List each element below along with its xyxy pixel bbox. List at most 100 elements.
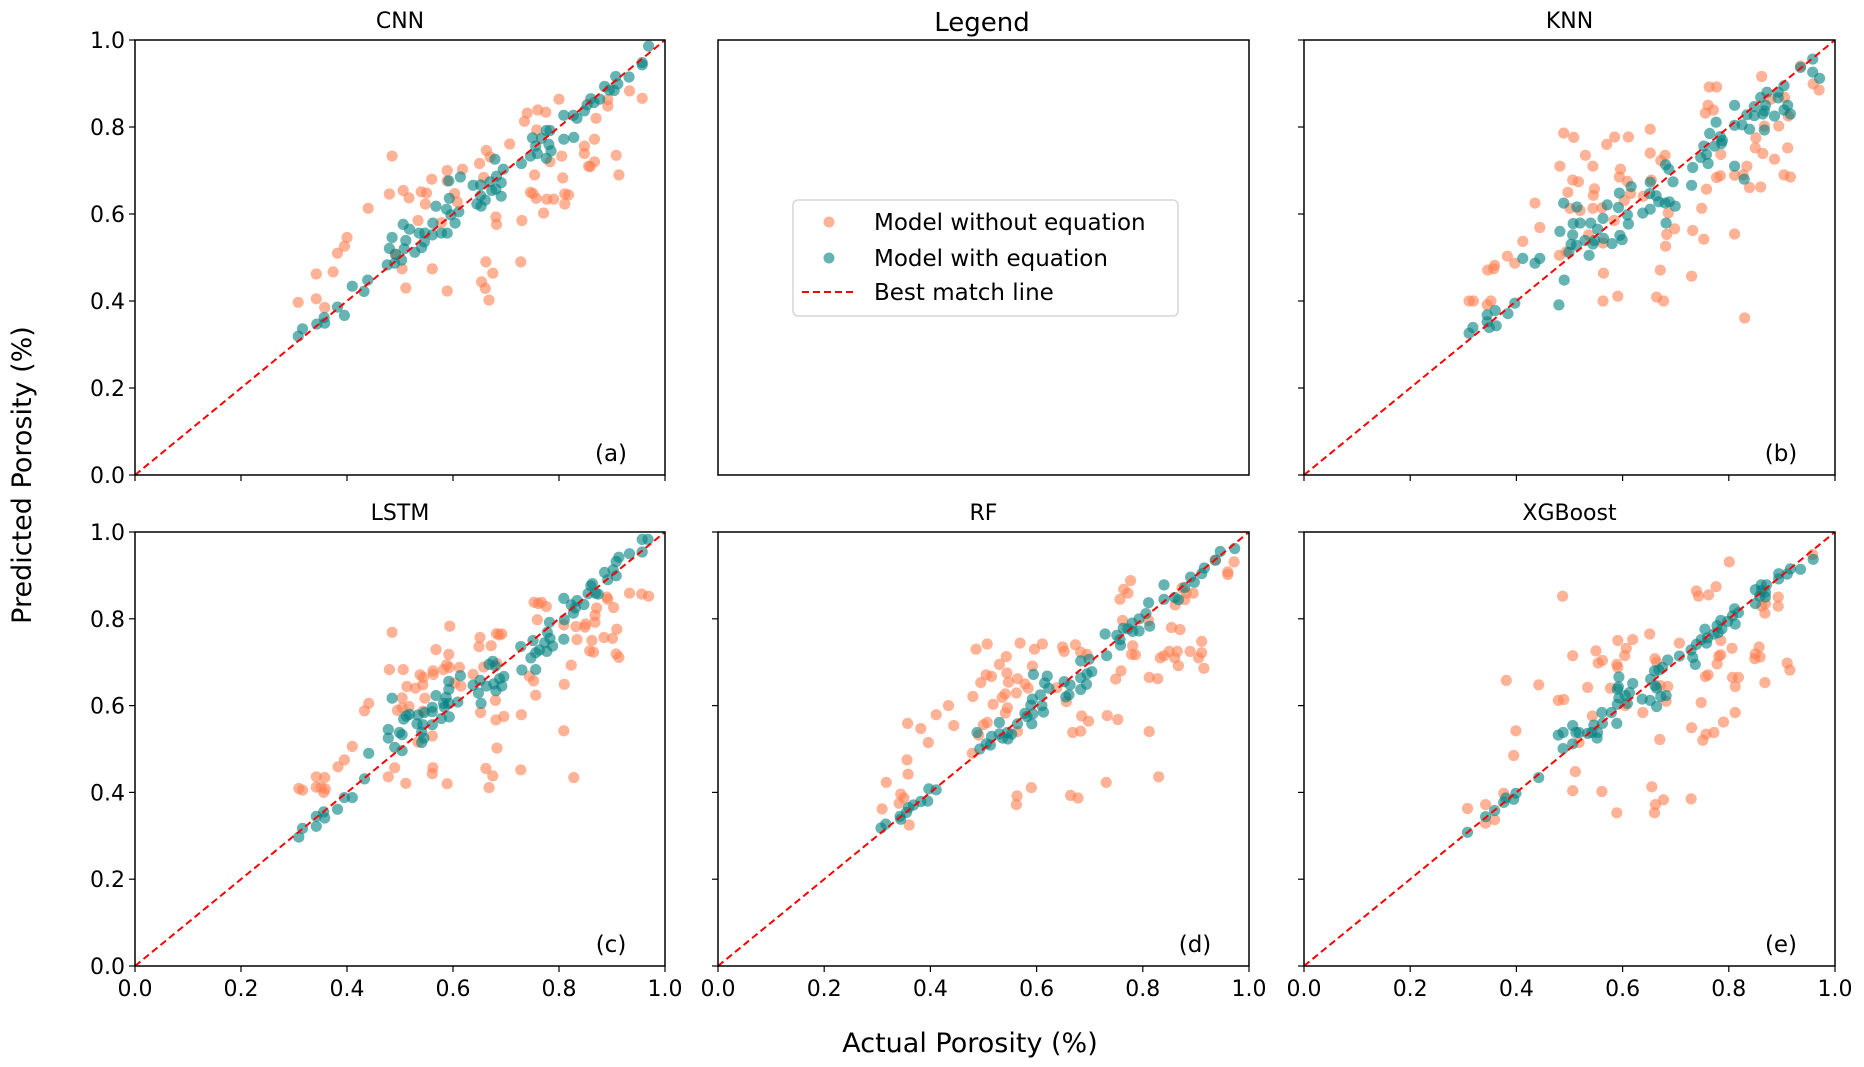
point-with-equation: [1689, 658, 1701, 671]
point-with-equation: [1064, 679, 1076, 691]
point-without-equation: [1558, 127, 1570, 139]
point-with-equation: [642, 533, 654, 546]
point-with-equation: [535, 132, 548, 144]
legend-box-frame: [792, 199, 1179, 317]
point-without-equation: [1586, 710, 1598, 722]
point-with-equation: [558, 133, 570, 145]
point-without-equation: [1644, 147, 1656, 159]
point-with-equation: [495, 190, 507, 202]
x-tick-label: 0.6: [436, 977, 471, 1002]
point-with-equation: [1557, 743, 1569, 755]
point-with-equation: [540, 152, 552, 164]
subplot-knn: KNN (b): [1298, 9, 1836, 481]
legend-entry-without-equation: Model without equation: [823, 210, 1146, 236]
point-with-equation: [1179, 582, 1191, 594]
point-with-equation: [338, 792, 350, 804]
legend-panel-frame: [717, 39, 1250, 476]
point-with-equation: [412, 709, 424, 721]
point-without-equation: [981, 638, 993, 650]
point-without-equation: [1467, 295, 1479, 307]
point-without-equation: [318, 786, 330, 799]
legend-marker-orange-icon: [823, 216, 835, 228]
point-without-equation: [1741, 160, 1753, 172]
point-with-equation: [1759, 591, 1771, 603]
point-without-equation: [1557, 590, 1569, 602]
point-without-equation: [1001, 667, 1013, 679]
y-tick-label: 0.2: [90, 377, 125, 402]
point-without-equation: [292, 296, 304, 308]
point-without-equation: [1028, 643, 1041, 655]
point-without-equation: [426, 768, 438, 780]
point-with-equation: [1099, 628, 1111, 640]
point-with-equation: [1715, 137, 1727, 150]
point-without-equation: [483, 294, 495, 306]
point-without-equation: [1756, 70, 1768, 83]
point-with-equation: [1611, 683, 1623, 695]
subplot-tag: (a): [595, 441, 627, 467]
point-without-equation: [1697, 734, 1709, 746]
x-tick-label: 0.6: [1019, 977, 1054, 1002]
point-without-equation: [589, 616, 601, 628]
point-without-equation: [1579, 149, 1591, 161]
point-with-equation: [454, 670, 466, 682]
point-with-equation: [1597, 232, 1610, 244]
point-without-equation: [1590, 645, 1602, 657]
subplot-title: LSTM: [371, 501, 430, 526]
x-tick-label: 0.8: [1711, 977, 1746, 1002]
legend-box: Model without equation Model with equati…: [792, 199, 1179, 317]
point-with-equation: [1660, 690, 1672, 702]
y-tick-label: 1.0: [90, 521, 125, 546]
point-without-equation: [606, 632, 619, 644]
point-without-equation: [382, 771, 394, 783]
x-tick-label: 0.4: [1499, 977, 1534, 1002]
point-without-equation: [1152, 673, 1164, 685]
point-without-equation: [1732, 671, 1744, 684]
point-with-equation: [1612, 201, 1624, 214]
point-without-equation: [558, 725, 570, 737]
point-without-equation: [1703, 589, 1715, 601]
point-with-equation: [1502, 308, 1514, 320]
point-without-equation: [396, 692, 408, 704]
point-with-equation: [1695, 151, 1707, 163]
point-without-equation: [1582, 681, 1594, 694]
point-without-equation: [1700, 183, 1713, 195]
subplot-tag: (e): [1765, 932, 1797, 958]
point-with-equation: [1738, 173, 1750, 185]
point-without-equation: [993, 658, 1006, 671]
point-without-equation: [1813, 84, 1825, 96]
point-with-equation: [1571, 201, 1583, 213]
point-with-equation: [389, 257, 401, 269]
legend-label-with-equation: Model with equation: [874, 246, 1108, 272]
point-with-equation: [386, 231, 398, 244]
point-without-equation: [1596, 785, 1608, 798]
point-with-equation: [497, 163, 509, 175]
point-with-equation: [1669, 200, 1681, 212]
point-with-equation: [1490, 320, 1502, 332]
point-without-equation: [1058, 645, 1070, 658]
point-with-equation: [895, 813, 907, 825]
point-without-equation: [1508, 749, 1520, 762]
point-without-equation: [1083, 715, 1095, 727]
point-with-equation: [1743, 123, 1756, 135]
point-without-equation: [880, 776, 892, 789]
point-with-equation: [1529, 257, 1541, 269]
point-without-equation: [942, 700, 955, 712]
point-without-equation: [419, 198, 431, 210]
point-without-equation: [515, 764, 527, 776]
point-without-equation: [400, 282, 412, 294]
point-without-equation: [1153, 771, 1165, 783]
point-without-equation: [296, 784, 309, 796]
point-without-equation: [1692, 590, 1705, 602]
point-with-equation: [1729, 160, 1741, 172]
plot-area: [1304, 532, 1835, 966]
subplot-rf: RF 0.0 0.2 0.4 0.6 0.8 1.0 (d): [701, 501, 1267, 1002]
point-without-equation: [1612, 634, 1624, 647]
point-with-equation: [382, 723, 394, 736]
point-with-equation: [1558, 197, 1570, 209]
point-with-equation: [438, 701, 451, 713]
point-without-equation: [1637, 706, 1649, 719]
point-without-equation: [1002, 676, 1015, 688]
point-with-equation: [346, 280, 358, 292]
point-without-equation: [1572, 176, 1585, 188]
point-without-equation: [588, 133, 601, 145]
